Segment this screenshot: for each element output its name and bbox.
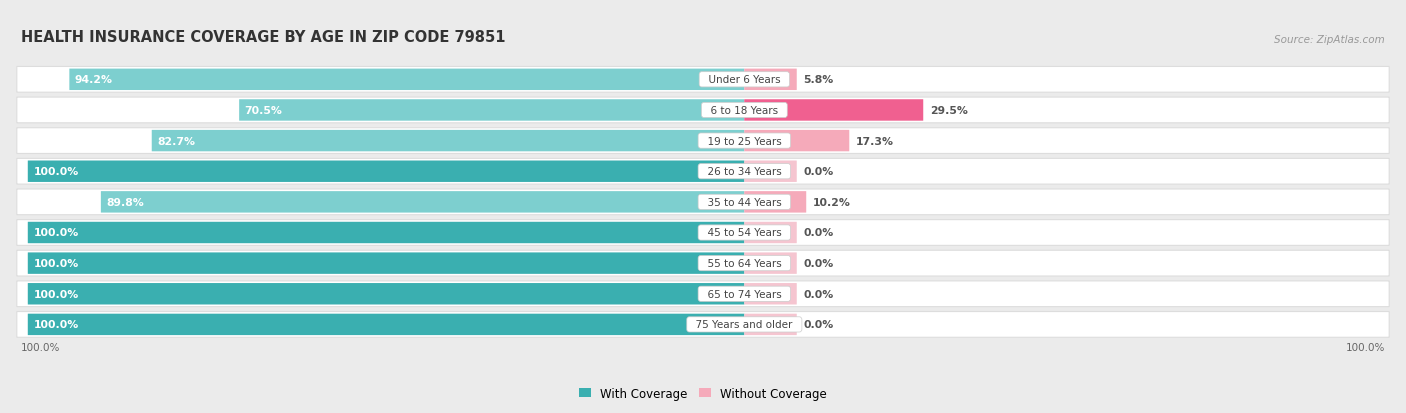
FancyBboxPatch shape [17,67,1389,93]
Text: 82.7%: 82.7% [157,136,195,146]
Text: 100.0%: 100.0% [34,320,79,330]
Text: Under 6 Years: Under 6 Years [702,75,787,85]
Text: 17.3%: 17.3% [856,136,894,146]
Text: 5.8%: 5.8% [804,75,834,85]
FancyBboxPatch shape [17,281,1389,307]
Text: 65 to 74 Years: 65 to 74 Years [700,289,787,299]
Text: 19 to 25 Years: 19 to 25 Years [700,136,787,146]
Text: 29.5%: 29.5% [931,106,967,116]
Text: 75 Years and older: 75 Years and older [689,320,799,330]
Text: 26 to 34 Years: 26 to 34 Years [700,167,787,177]
Text: 10.2%: 10.2% [813,197,851,207]
FancyBboxPatch shape [28,283,744,305]
Text: 94.2%: 94.2% [75,75,112,85]
FancyBboxPatch shape [17,312,1389,337]
Text: 0.0%: 0.0% [804,259,834,268]
FancyBboxPatch shape [744,161,797,183]
Text: 100.0%: 100.0% [34,228,79,238]
FancyBboxPatch shape [744,131,849,152]
FancyBboxPatch shape [744,314,797,335]
FancyBboxPatch shape [17,220,1389,246]
FancyBboxPatch shape [17,251,1389,276]
FancyBboxPatch shape [101,192,744,213]
FancyBboxPatch shape [28,222,744,244]
FancyBboxPatch shape [744,222,797,244]
FancyBboxPatch shape [28,161,744,183]
Text: 0.0%: 0.0% [804,320,834,330]
Text: 100.0%: 100.0% [21,342,60,353]
Text: Source: ZipAtlas.com: Source: ZipAtlas.com [1274,35,1385,45]
Text: 100.0%: 100.0% [34,289,79,299]
Text: 55 to 64 Years: 55 to 64 Years [700,259,787,268]
FancyBboxPatch shape [152,131,744,152]
Text: 100.0%: 100.0% [34,167,79,177]
Text: HEALTH INSURANCE COVERAGE BY AGE IN ZIP CODE 79851: HEALTH INSURANCE COVERAGE BY AGE IN ZIP … [21,30,505,45]
FancyBboxPatch shape [744,69,797,91]
FancyBboxPatch shape [17,128,1389,154]
Legend: With Coverage, Without Coverage: With Coverage, Without Coverage [574,382,832,404]
Text: 70.5%: 70.5% [245,106,283,116]
Text: 0.0%: 0.0% [804,228,834,238]
FancyBboxPatch shape [744,283,797,305]
FancyBboxPatch shape [69,69,744,91]
Text: 35 to 44 Years: 35 to 44 Years [700,197,787,207]
Text: 100.0%: 100.0% [34,259,79,268]
FancyBboxPatch shape [28,253,744,274]
Text: 0.0%: 0.0% [804,167,834,177]
Text: 0.0%: 0.0% [804,289,834,299]
FancyBboxPatch shape [239,100,744,121]
FancyBboxPatch shape [17,190,1389,215]
Text: 6 to 18 Years: 6 to 18 Years [704,106,785,116]
Text: 45 to 54 Years: 45 to 54 Years [700,228,787,238]
FancyBboxPatch shape [17,159,1389,185]
FancyBboxPatch shape [17,98,1389,123]
Text: 100.0%: 100.0% [1346,342,1385,353]
Text: 89.8%: 89.8% [107,197,145,207]
FancyBboxPatch shape [744,100,924,121]
FancyBboxPatch shape [744,192,806,213]
FancyBboxPatch shape [28,314,744,335]
FancyBboxPatch shape [744,253,797,274]
